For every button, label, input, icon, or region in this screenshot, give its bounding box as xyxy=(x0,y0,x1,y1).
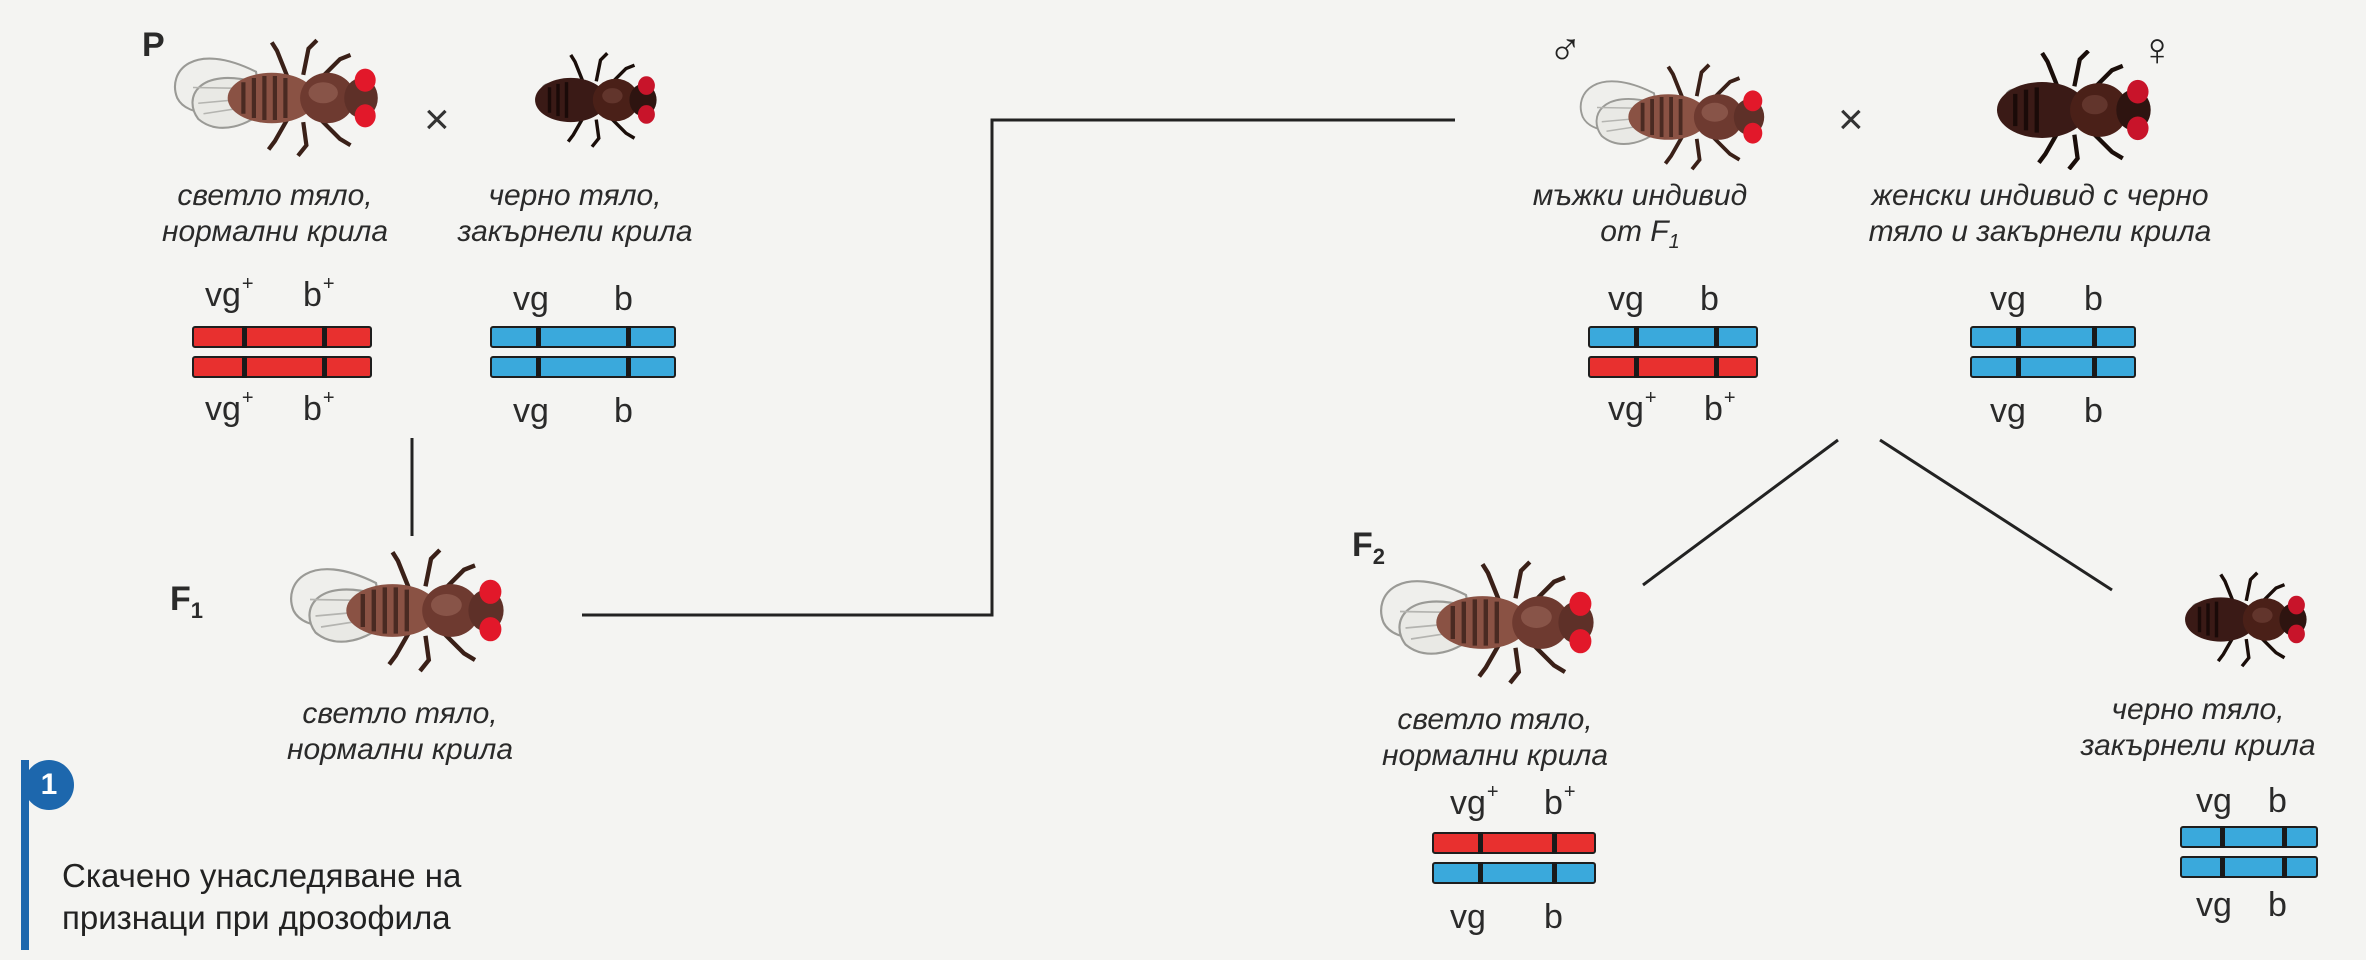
generation-f2-label: F2 xyxy=(1352,526,1386,569)
cross-to-f2-left-line xyxy=(1642,438,1839,587)
fly-black-vestigial-wings-icon xyxy=(533,51,659,149)
gene-b-bottom: b xyxy=(1544,898,1563,936)
chromosome-recessive xyxy=(1970,326,2136,348)
generation-p-label: P xyxy=(142,26,165,64)
cross-symbol: × xyxy=(1838,95,1864,144)
female-symbol: ♀ xyxy=(2140,23,2175,75)
gene-vg-bottom: vg xyxy=(513,392,549,430)
chromosome-recessive xyxy=(1588,326,1758,348)
chromosome-recessive xyxy=(1432,862,1596,884)
chromosome-dominant xyxy=(1588,356,1758,378)
chromosome-recessive xyxy=(490,326,676,348)
chromosome-recessive xyxy=(490,356,676,378)
f2-right-phenotype: черно тяло, закърнели крила xyxy=(2080,693,2316,762)
gene-vg-plus-bottom: vg+ xyxy=(1608,387,1657,428)
fly-light-normal-wings-icon xyxy=(1578,62,1767,172)
chromosome-dominant xyxy=(192,326,372,348)
gene-vg-top: vg xyxy=(1990,280,2026,318)
caption-accent-bar xyxy=(21,760,29,950)
gene-b-top: b xyxy=(614,280,633,318)
gene-vg-top: vg xyxy=(2196,782,2232,820)
cross-to-f2-right-line xyxy=(1879,438,2113,592)
gene-b-top: b xyxy=(1700,280,1719,318)
gene-b-top: b xyxy=(2084,280,2103,318)
figure-number-badge: 1 xyxy=(24,760,74,810)
male-symbol: ♂ xyxy=(1548,23,1583,75)
chromosome-recessive xyxy=(2180,856,2318,878)
gene-b-bottom: b xyxy=(2268,886,2287,924)
female-parent-label: женски индивид с черно тяло и закърнели … xyxy=(1868,179,2212,248)
f2-left-phenotype: светло тяло, нормални крила xyxy=(1381,703,1609,772)
gene-vg-bottom: vg xyxy=(1990,392,2026,430)
p-left-phenotype: светло тяло, нормални крила xyxy=(161,179,389,248)
f1-to-testcross-line xyxy=(582,118,1455,617)
fly-black-vestigial-wings-icon xyxy=(2183,571,2309,668)
p-right-phenotype: черно тяло, закърнели крила xyxy=(457,179,693,248)
generation-f1-label: F1 xyxy=(170,580,204,623)
figure-caption: Скачено унаследяване на признаци при дро… xyxy=(62,857,462,936)
gene-vg-plus-top: vg+ xyxy=(1450,781,1499,822)
gene-b-bottom: b xyxy=(2084,392,2103,430)
chromosome-dominant xyxy=(1432,832,1596,854)
gene-b-top: b xyxy=(2268,782,2287,820)
chromosome-recessive xyxy=(2180,826,2318,848)
gene-vg-bottom: vg xyxy=(1450,898,1486,936)
gene-b-plus-top: b+ xyxy=(1544,781,1576,822)
cross-symbol: × xyxy=(424,95,450,144)
male-parent-label: мъжки индивид от F1 xyxy=(1532,179,1748,253)
gene-b-bottom: b xyxy=(614,392,633,430)
gene-b-plus-bottom: b+ xyxy=(303,387,335,428)
gene-vg-plus-bottom: vg+ xyxy=(205,387,254,428)
gene-vg-top: vg xyxy=(513,280,549,318)
gene-vg-plus-top: vg+ xyxy=(205,273,254,314)
gene-b-plus-bottom: b+ xyxy=(1704,387,1736,428)
chromosome-dominant xyxy=(192,356,372,378)
f1-phenotype: светло тяло, нормални крила xyxy=(286,697,514,766)
chromosome-recessive xyxy=(1970,356,2136,378)
gene-b-plus-top: b+ xyxy=(303,273,335,314)
fly-light-normal-wings-icon xyxy=(1378,560,1598,685)
gene-vg-top: vg xyxy=(1608,280,1644,318)
gene-vg-bottom: vg xyxy=(2196,886,2232,924)
fly-light-normal-wings-icon xyxy=(172,38,382,158)
fly-light-normal-wings-icon xyxy=(288,548,508,673)
fly-black-vestigial-wings-icon xyxy=(1940,50,2155,170)
